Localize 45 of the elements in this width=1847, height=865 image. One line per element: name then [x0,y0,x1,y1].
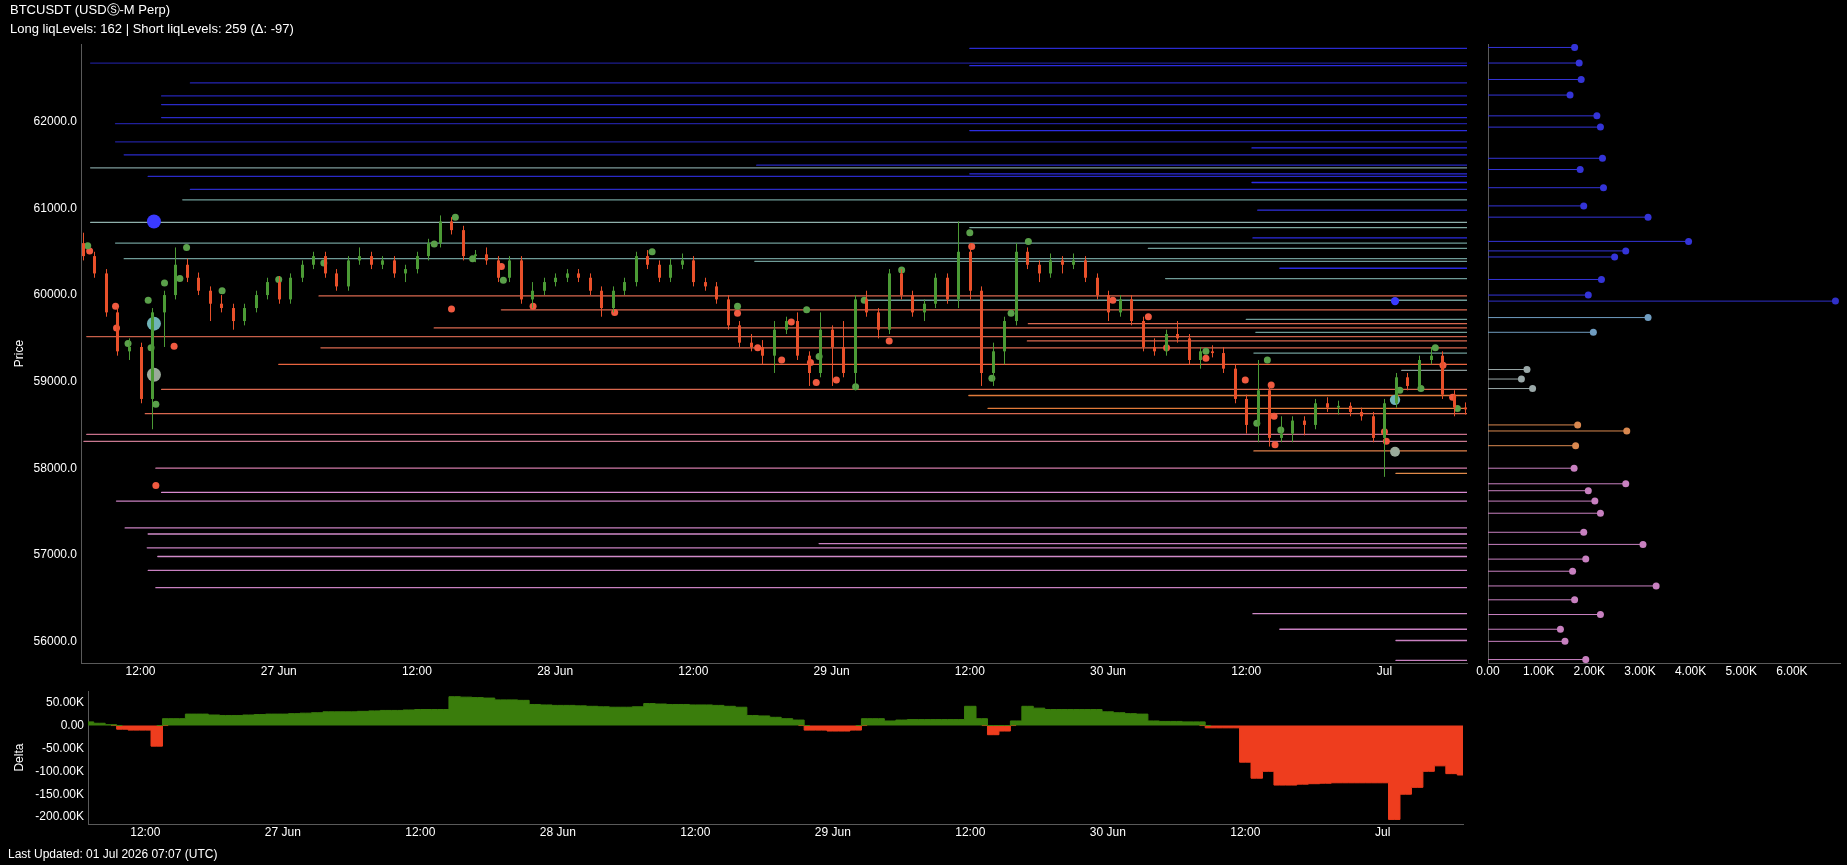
y-tick-label: -50.00K [41,740,84,755]
y-tick-label: -150.00K [35,786,84,801]
x-tick-label: Jul [1376,663,1393,678]
x-tick-label: 4.00K [1674,663,1707,678]
x-tick-label: 12:00 [401,663,433,678]
y-tick-label: 56000.0 [33,633,78,648]
x-tick-label: 28 Jun [537,663,574,678]
x-tick-label: 12:00 [680,824,711,839]
x-tick-label: 12:00 [678,663,709,678]
y-axis-title: Delta [11,743,26,772]
x-tick-label: 30 Jun [1090,663,1127,678]
y-tick-label: 58000.0 [33,460,78,475]
x-tick-label: 30 Jun [1089,824,1126,839]
y-axis-title: Price [11,339,26,368]
x-tick-label: 12:00 [130,824,161,839]
x-tick-label: 27 Jun [264,824,301,839]
x-tick-label: 6.00K [1776,663,1808,678]
y-tick-label: 62000.0 [33,114,78,129]
y-tick-label: 60000.0 [33,287,78,302]
x-tick-label: 3.00K [1624,663,1656,678]
x-tick-label: 12:00 [1231,663,1262,678]
x-tick-label: 29 Jun [813,663,850,678]
x-tick-label: 1.00K [1522,663,1555,678]
x-tick-label: 12:00 [125,663,156,678]
x-tick-label: 12:00 [405,824,436,839]
chart-title: BTCUSDT (USDⓈ-M Perp) [10,2,171,17]
x-tick-label: 12:00 [954,663,986,678]
y-tick-label: -200.00K [35,809,84,824]
x-tick-label: 0.00 [1476,663,1500,678]
x-tick-label: 2.00K [1573,663,1605,678]
x-tick-label: 28 Jun [539,824,576,839]
x-tick-label: 5.00K [1725,663,1757,678]
y-tick-label: 50.00K [45,694,84,709]
x-tick-label: 12:00 [955,824,986,839]
x-tick-label: 12:00 [1230,824,1261,839]
x-tick-label: 29 Jun [814,824,851,839]
x-tick-label: 27 Jun [260,663,297,678]
x-tick-label: Jul [1375,824,1391,839]
y-tick-label: 59000.0 [33,373,78,388]
y-tick-label: -100.00K [35,763,84,778]
y-tick-label: 0.00 [60,717,85,732]
text: Last Updated: 01 Jul 2026 07:07 (UTC) [8,847,218,861]
chart-subtitle: Long liqLevels: 162 | Short liqLevels: 259 (Δ: -97) [10,21,294,36]
y-tick-label: 61000.0 [33,200,78,215]
y-tick-label: 57000.0 [33,547,78,562]
